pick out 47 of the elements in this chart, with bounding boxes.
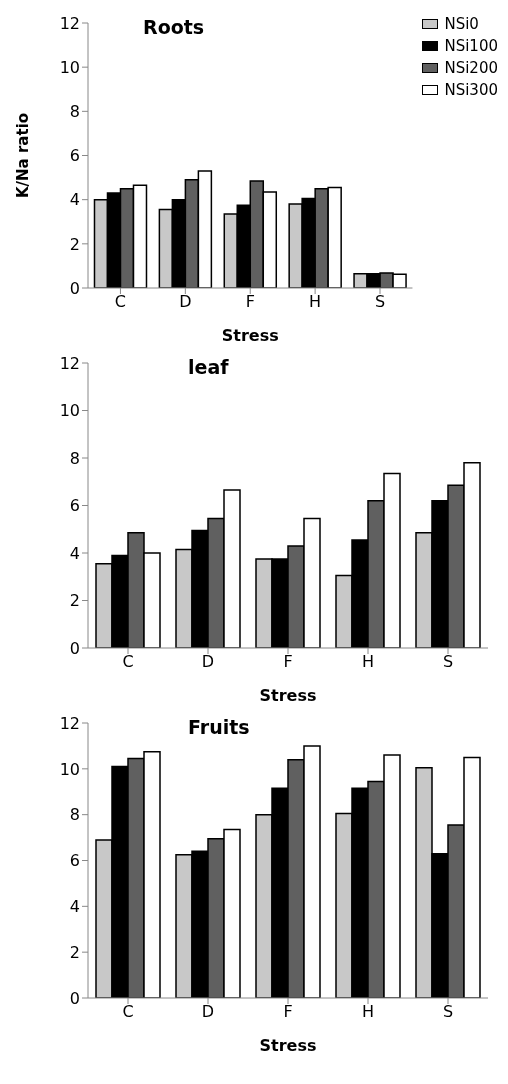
- y-tick-label: 10: [59, 759, 80, 779]
- y-tick-label: 8: [69, 448, 80, 468]
- y-tick-label: 2: [69, 591, 80, 611]
- x-tick-label: H: [361, 652, 375, 672]
- y-tick-label: 4: [69, 190, 80, 210]
- x-tick-label: S: [442, 652, 454, 672]
- y-tick-label: 4: [69, 897, 80, 917]
- x-tick-label: H: [361, 1002, 375, 1022]
- x-tick-label: D: [179, 292, 192, 312]
- x-tick-label: D: [201, 1002, 215, 1022]
- y-tick-label: 10: [59, 401, 80, 421]
- legend-label: NSi300: [444, 80, 498, 101]
- y-tick-label: 8: [69, 102, 80, 122]
- x-tick-label: C: [114, 292, 127, 312]
- x-tick-label: F: [283, 652, 293, 672]
- x-tick-label: S: [374, 292, 386, 312]
- y-tick-label: 4: [69, 543, 80, 563]
- y-tick-label: 2: [69, 942, 80, 962]
- y-tick-label: 0: [69, 638, 80, 658]
- y-tick-label: 10: [59, 57, 80, 77]
- chart-title: leaf: [188, 356, 229, 378]
- y-tick-label: 6: [69, 496, 80, 516]
- chart-title: Fruits: [188, 716, 250, 738]
- x-tick-label: C: [122, 652, 134, 672]
- x-tick-label: F: [283, 1002, 293, 1022]
- y-tick-label: 12: [59, 713, 80, 733]
- y-tick-label: 12: [59, 353, 80, 373]
- x-tick-label: D: [201, 652, 215, 672]
- y-tick-label: 0: [69, 278, 80, 298]
- y-tick-label: 8: [69, 805, 80, 825]
- y-axis-title: K/Na ratio: [14, 112, 33, 199]
- y-tick-label: 12: [59, 13, 80, 33]
- y-tick-label: 6: [69, 851, 80, 871]
- x-tick-label: H: [309, 292, 322, 312]
- x-tick-label: S: [442, 1002, 454, 1022]
- x-axis-title: Stress: [259, 686, 317, 705]
- x-axis-title: Stress: [259, 1036, 317, 1055]
- x-tick-label: C: [122, 1002, 134, 1022]
- legend-label: NSi100: [444, 36, 498, 57]
- x-axis-title: Stress: [221, 326, 279, 345]
- x-tick-label: F: [245, 292, 255, 312]
- y-tick-label: 2: [69, 234, 80, 254]
- y-tick-label: 6: [69, 146, 80, 166]
- chart-title: Roots: [143, 16, 205, 38]
- y-tick-label: 0: [69, 988, 80, 1008]
- legend-label: NSi200: [444, 58, 498, 79]
- legend-label: NSi0: [444, 14, 479, 35]
